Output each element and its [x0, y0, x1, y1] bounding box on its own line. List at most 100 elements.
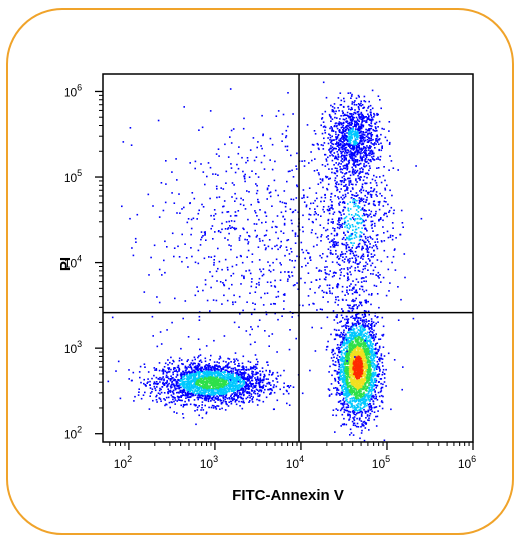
data-point — [373, 329, 375, 332]
data-point — [255, 378, 257, 381]
data-point — [380, 394, 383, 397]
data-point — [237, 388, 240, 390]
data-point — [227, 363, 230, 365]
data-point — [366, 331, 369, 333]
data-point — [270, 391, 272, 394]
data-point — [128, 378, 130, 380]
data-point — [196, 389, 199, 392]
data-point — [249, 381, 252, 383]
data-point — [348, 367, 351, 369]
data-point — [357, 373, 359, 375]
data-point — [355, 369, 358, 371]
data-point — [228, 381, 230, 383]
data-point — [204, 360, 207, 363]
data-point — [390, 408, 392, 411]
data-point — [193, 381, 196, 384]
data-point — [167, 391, 169, 393]
data-point — [368, 313, 370, 316]
data-point — [352, 409, 354, 412]
data-point — [366, 402, 368, 405]
data-point — [361, 378, 364, 381]
data-point — [236, 385, 239, 388]
data-point — [369, 377, 371, 379]
data-point — [362, 342, 364, 344]
data-point — [229, 395, 232, 398]
data-point — [336, 322, 339, 324]
data-point — [355, 323, 358, 325]
data-point — [187, 396, 190, 399]
data-point — [180, 399, 182, 402]
data-point — [253, 366, 256, 368]
data-point — [332, 272, 335, 274]
data-point — [235, 358, 238, 360]
data-point — [361, 370, 364, 373]
data-point — [198, 363, 201, 366]
data-point — [354, 385, 357, 387]
data-point — [364, 422, 366, 425]
data-point — [187, 388, 189, 391]
data-point — [357, 329, 360, 331]
data-point — [155, 368, 158, 370]
data-point — [130, 379, 133, 382]
data-point — [336, 354, 339, 357]
data-point — [175, 369, 178, 371]
data-point — [356, 365, 358, 368]
data-point — [245, 397, 248, 400]
data-point — [230, 361, 232, 363]
data-point — [350, 334, 352, 336]
data-point — [335, 162, 337, 164]
data-point — [340, 363, 343, 365]
data-point — [341, 386, 344, 389]
data-point — [359, 344, 362, 346]
data-point — [262, 384, 265, 387]
data-point — [183, 404, 185, 406]
data-point — [350, 214, 353, 216]
data-point — [355, 316, 358, 319]
data-point — [356, 335, 359, 337]
data-point — [339, 366, 342, 369]
data-point — [169, 389, 172, 392]
data-point — [360, 413, 363, 416]
data-point — [195, 387, 197, 389]
data-point — [367, 392, 370, 394]
data-point — [366, 214, 369, 216]
data-point — [330, 383, 333, 385]
data-point — [352, 298, 354, 301]
data-point — [239, 385, 241, 388]
data-point — [359, 345, 361, 347]
data-point — [363, 406, 365, 408]
data-point — [181, 363, 183, 365]
data-point — [309, 207, 311, 210]
data-point — [373, 222, 376, 225]
data-point — [181, 383, 184, 385]
data-point — [342, 383, 345, 386]
data-point — [222, 391, 225, 394]
data-point — [248, 379, 250, 382]
data-point — [370, 360, 372, 362]
data-point — [342, 377, 344, 379]
data-point — [214, 406, 217, 408]
data-point — [350, 383, 353, 385]
data-point — [344, 361, 346, 363]
data-point — [370, 343, 372, 345]
data-point — [363, 310, 366, 312]
data-point — [338, 356, 341, 358]
data-point — [370, 326, 373, 329]
data-point — [351, 310, 354, 312]
data-point — [329, 292, 331, 294]
data-point — [235, 384, 237, 386]
data-point — [344, 353, 346, 356]
data-point — [365, 337, 367, 340]
data-point — [364, 405, 366, 408]
data-point — [338, 183, 340, 186]
data-point — [363, 319, 365, 321]
data-point — [241, 385, 243, 388]
data-point — [165, 374, 168, 377]
data-point — [197, 363, 200, 366]
data-point — [230, 388, 233, 390]
data-point — [362, 255, 365, 258]
data-point — [354, 322, 356, 325]
data-point — [377, 348, 379, 351]
data-point — [201, 374, 203, 377]
data-point — [347, 355, 350, 357]
